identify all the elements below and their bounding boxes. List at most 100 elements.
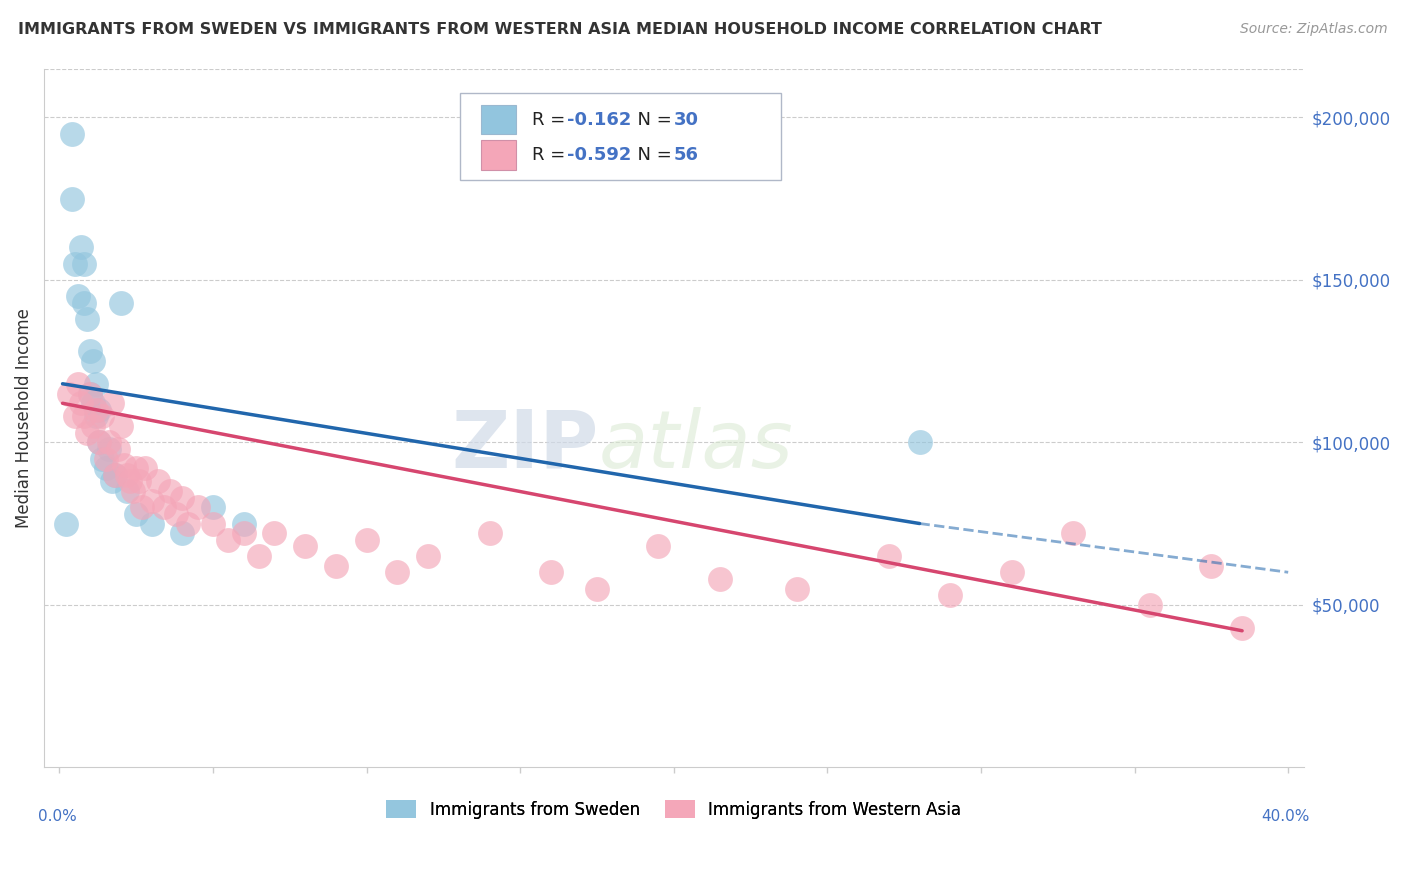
- Point: [115, 467, 138, 482]
- Text: 40.0%: 40.0%: [1261, 809, 1310, 824]
- Point: [416, 549, 439, 563]
- Text: -0.162: -0.162: [567, 111, 631, 128]
- Point: [89, 435, 111, 450]
- Point: [94, 461, 117, 475]
- Text: ZIP: ZIP: [451, 407, 599, 485]
- Text: 0.0%: 0.0%: [38, 809, 76, 824]
- Point: [112, 458, 135, 472]
- Point: [709, 572, 731, 586]
- Point: [202, 516, 225, 531]
- Point: [172, 526, 194, 541]
- Point: [232, 516, 254, 531]
- Point: [110, 419, 132, 434]
- Point: [159, 483, 181, 498]
- Point: [86, 376, 108, 391]
- Point: [97, 442, 120, 456]
- Point: [76, 311, 98, 326]
- Point: [939, 588, 962, 602]
- Text: -0.592: -0.592: [567, 146, 631, 164]
- Point: [73, 256, 96, 270]
- Point: [1201, 558, 1223, 573]
- Point: [91, 409, 114, 424]
- Point: [94, 451, 117, 466]
- Point: [100, 396, 122, 410]
- Point: [63, 409, 86, 424]
- Point: [86, 402, 108, 417]
- Point: [97, 435, 120, 450]
- Point: [79, 386, 101, 401]
- Point: [1139, 598, 1161, 612]
- FancyBboxPatch shape: [481, 105, 516, 134]
- Point: [908, 435, 931, 450]
- Point: [104, 467, 127, 482]
- Point: [104, 467, 127, 482]
- Point: [76, 425, 98, 440]
- Point: [70, 240, 93, 254]
- Point: [91, 451, 114, 466]
- Point: [79, 344, 101, 359]
- Point: [232, 526, 254, 541]
- Point: [1230, 620, 1253, 634]
- Point: [82, 396, 104, 410]
- Point: [100, 475, 122, 489]
- Point: [110, 295, 132, 310]
- Point: [294, 539, 316, 553]
- Point: [70, 396, 93, 410]
- Point: [63, 256, 86, 270]
- Y-axis label: Median Household Income: Median Household Income: [15, 308, 32, 528]
- Point: [55, 516, 77, 531]
- Point: [263, 526, 285, 541]
- Text: 30: 30: [673, 111, 699, 128]
- Point: [122, 483, 145, 498]
- Point: [89, 435, 111, 450]
- Point: [187, 500, 209, 515]
- Point: [66, 376, 89, 391]
- Text: R =: R =: [531, 146, 571, 164]
- Text: N =: N =: [626, 146, 678, 164]
- Point: [165, 507, 187, 521]
- Point: [877, 549, 900, 563]
- Point: [66, 289, 89, 303]
- Point: [86, 409, 108, 424]
- Point: [387, 566, 409, 580]
- Point: [73, 409, 96, 424]
- Point: [141, 493, 163, 508]
- Point: [89, 402, 111, 417]
- Point: [128, 475, 150, 489]
- Point: [202, 500, 225, 515]
- Point: [82, 354, 104, 368]
- Point: [79, 386, 101, 401]
- Point: [153, 500, 176, 515]
- Text: atlas: atlas: [599, 407, 793, 485]
- Point: [356, 533, 378, 547]
- FancyBboxPatch shape: [481, 141, 516, 169]
- Point: [586, 582, 609, 596]
- Point: [478, 526, 501, 541]
- Text: 56: 56: [673, 146, 699, 164]
- Text: IMMIGRANTS FROM SWEDEN VS IMMIGRANTS FROM WESTERN ASIA MEDIAN HOUSEHOLD INCOME C: IMMIGRANTS FROM SWEDEN VS IMMIGRANTS FRO…: [18, 22, 1102, 37]
- Legend: Immigrants from Sweden, Immigrants from Western Asia: Immigrants from Sweden, Immigrants from …: [380, 793, 967, 825]
- Point: [134, 461, 156, 475]
- Point: [58, 386, 80, 401]
- Point: [172, 491, 194, 505]
- Point: [141, 516, 163, 531]
- Point: [131, 500, 153, 515]
- Point: [60, 127, 83, 141]
- Text: N =: N =: [626, 111, 678, 128]
- Point: [125, 461, 148, 475]
- Point: [647, 539, 669, 553]
- Point: [125, 507, 148, 521]
- Point: [107, 442, 129, 456]
- Point: [1062, 526, 1084, 541]
- Point: [73, 295, 96, 310]
- Point: [120, 475, 142, 489]
- FancyBboxPatch shape: [460, 93, 780, 180]
- Point: [247, 549, 270, 563]
- Point: [217, 533, 239, 547]
- Text: Source: ZipAtlas.com: Source: ZipAtlas.com: [1240, 22, 1388, 37]
- Point: [82, 419, 104, 434]
- Point: [177, 516, 200, 531]
- Point: [540, 566, 562, 580]
- Point: [786, 582, 808, 596]
- Point: [325, 558, 347, 573]
